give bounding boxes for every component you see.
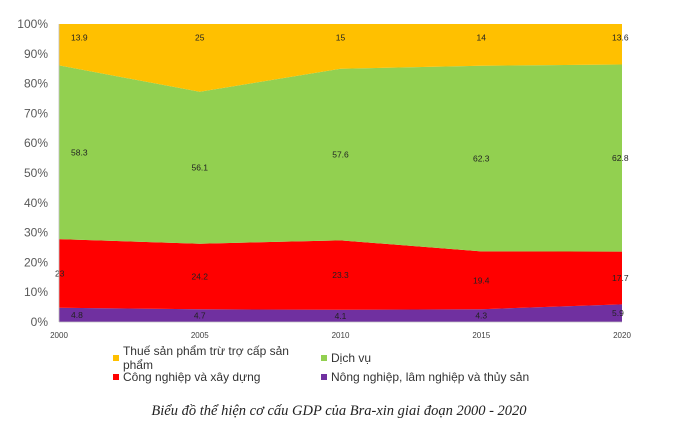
data-label-dich-vu-2010: 57.6 [332, 150, 349, 160]
data-label-nong-nghiep-lam-nghiep-va-thuy-san-2010: 4.1 [335, 311, 347, 321]
y-tick-label: 60% [24, 136, 48, 150]
legend-item-agriculture: Nông nghiệp, lâm nghiệp và thủy sản [321, 370, 529, 384]
y-tick-label: 70% [24, 106, 48, 120]
data-label-nong-nghiep-lam-nghiep-va-thuy-san-2020: 5.9 [612, 308, 624, 318]
y-tick-label: 30% [24, 226, 48, 240]
y-tick-label: 50% [24, 166, 48, 180]
legend-label-services: Dịch vụ [331, 350, 372, 365]
data-label-cong-nghiep-va-xay-dung-2010: 23.3 [332, 270, 349, 280]
data-label-cong-nghiep-va-xay-dung-2020: 17.7 [612, 273, 629, 283]
data-label-thue-san-pham-tru-tro-cap-san-pham-2015: 14 [477, 32, 487, 42]
y-tick-label: 40% [24, 196, 48, 210]
data-label-cong-nghiep-va-xay-dung-2015: 19.4 [473, 275, 490, 285]
legend: Thuế sản phẩm trừ trợ cấp sản phẩm Dịch … [113, 344, 593, 386]
y-axis: 0% 10% 20% 30% 40% 50% 60% 70% 80% 90% 100% [17, 17, 60, 329]
data-label-dich-vu-2000: 58.3 [71, 147, 88, 157]
legend-swatch-agriculture [321, 373, 327, 380]
area-dich-vu [59, 64, 622, 252]
legend-swatch-industry [113, 373, 119, 380]
data-labels-group: 4.8 4.7 4.1 4.3 5.9 23 24.2 23.3 19.4 17.7 58.3 56.… [55, 32, 629, 321]
stacked-area-chart: 4.8 4.7 4.1 4.3 5.9 23 24.2 23.3 19.4 17.7 58.3 56.… [17, 17, 631, 340]
y-tick-label: 0% [31, 315, 49, 329]
y-tick-label: 100% [17, 17, 48, 31]
x-tick-label: 2005 [191, 331, 209, 340]
y-tick-label: 80% [24, 77, 48, 91]
y-tick-label: 20% [24, 255, 48, 269]
data-label-nong-nghiep-lam-nghiep-va-thuy-san-2005: 4.7 [194, 311, 206, 321]
x-tick-label: 2010 [332, 331, 350, 340]
legend-label-agriculture: Nông nghiệp, lâm nghiệp và thủy sản [331, 369, 530, 384]
x-tick-label: 2020 [613, 331, 631, 340]
legend-label-taxes: Thuế sản phẩm trừ trợ cấp sản phẩm [122, 343, 289, 372]
x-tick-label: 2000 [50, 331, 68, 340]
data-label-dich-vu-2015: 62.3 [473, 154, 490, 164]
data-label-cong-nghiep-va-xay-dung-2005: 24.2 [191, 271, 208, 281]
area-thue-san-pham-tru-tro-cap-san-pham [59, 24, 622, 92]
area-nong-nghiep-lam-nghiep-va-thuy-san [59, 304, 622, 322]
legend-item-industry: Công nghiệp và xây dựng [113, 370, 321, 384]
data-label-nong-nghiep-lam-nghiep-va-thuy-san-2000: 4.8 [71, 310, 83, 320]
data-label-thue-san-pham-tru-tro-cap-san-pham-2020: 13.6 [612, 32, 629, 42]
data-label-dich-vu-2020: 62.8 [612, 153, 629, 163]
data-label-dich-vu-2005: 56.1 [191, 163, 208, 173]
legend-swatch-taxes [113, 354, 119, 361]
data-label-nong-nghiep-lam-nghiep-va-thuy-san-2015: 4.3 [475, 311, 487, 321]
y-tick-label: 10% [24, 285, 48, 299]
data-label-thue-san-pham-tru-tro-cap-san-pham-2005: 25 [195, 32, 205, 42]
legend-label-industry: Công nghiệp và xây dựng [123, 369, 261, 384]
x-axis: 2000 2005 2010 2015 2020 [50, 321, 631, 340]
data-label-thue-san-pham-tru-tro-cap-san-pham-2000: 13.9 [71, 32, 88, 42]
legend-item-services: Dịch vụ [321, 351, 371, 365]
data-label-cong-nghiep-va-xay-dung-2000: 23 [55, 268, 65, 278]
area-series-group [59, 24, 622, 322]
x-tick-label: 2015 [472, 331, 490, 340]
y-tick-label: 90% [24, 47, 48, 61]
data-label-thue-san-pham-tru-tro-cap-san-pham-2010: 15 [336, 32, 346, 42]
legend-swatch-services [321, 354, 327, 361]
chart-caption: Biểu đồ thể hiện cơ cấu GDP của Bra-xin … [151, 403, 527, 419]
area-cong-nghiep-va-xay-dung [59, 239, 622, 310]
legend-item-taxes: Thuế sản phẩm trừ trợ cấp sản phẩm [113, 344, 321, 372]
